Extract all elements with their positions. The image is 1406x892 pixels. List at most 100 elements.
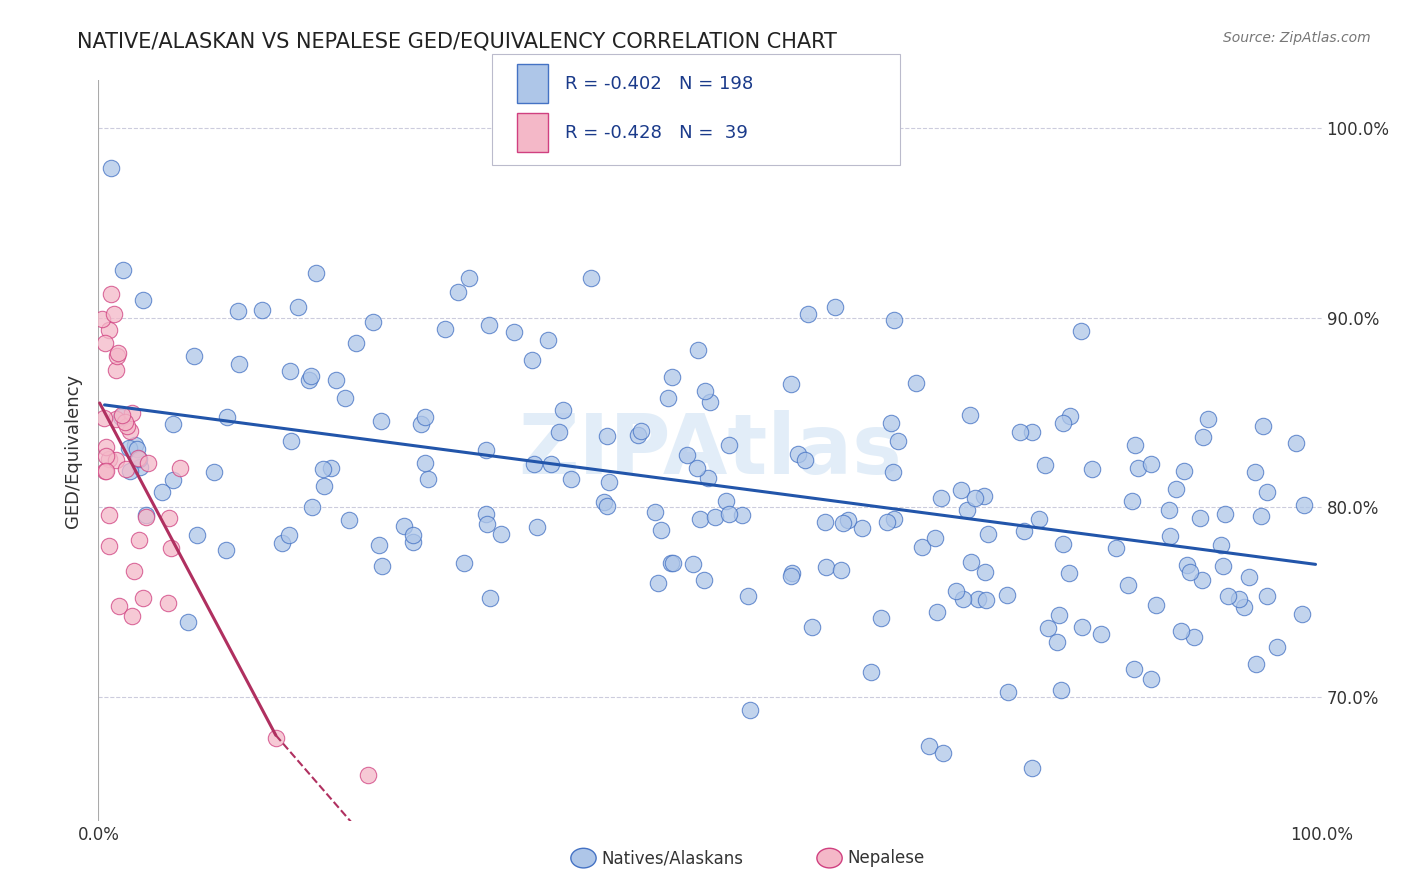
Point [1233, 600, 1256, 615]
Text: ZIPAtlas: ZIPAtlas [517, 410, 903, 491]
Point [103, 307, 125, 321]
Point [814, 559, 837, 574]
Point [107, 346, 129, 360]
Point [1070, 324, 1092, 338]
Point [367, 537, 389, 551]
Point [929, 491, 952, 505]
Point [540, 457, 562, 471]
Point [1216, 590, 1239, 604]
Point [370, 414, 392, 428]
Point [1144, 599, 1167, 613]
Point [136, 457, 159, 471]
Point [661, 369, 683, 384]
Point [718, 507, 741, 521]
Point [876, 515, 898, 529]
Point [813, 516, 835, 530]
Point [104, 453, 127, 467]
Point [1123, 438, 1146, 452]
Point [114, 416, 136, 430]
Point [215, 542, 238, 557]
Point [956, 503, 979, 517]
Point [478, 318, 501, 333]
Point [832, 516, 855, 530]
Point [278, 527, 301, 541]
Point [127, 450, 149, 465]
Point [118, 441, 141, 455]
Point [780, 569, 803, 583]
Point [371, 559, 394, 574]
Point [120, 464, 142, 478]
Point [128, 533, 150, 547]
Point [299, 369, 322, 384]
Point [730, 508, 752, 523]
Point [693, 573, 716, 587]
Point [1175, 558, 1198, 572]
Point [1090, 627, 1112, 641]
Point [1239, 570, 1261, 584]
Point [592, 495, 614, 509]
Point [1170, 624, 1192, 639]
Point [1292, 498, 1315, 512]
Text: R = -0.402   N = 198: R = -0.402 N = 198 [565, 75, 754, 93]
Point [447, 285, 470, 300]
Point [344, 335, 367, 350]
Text: Nepalese: Nepalese [848, 849, 925, 867]
Point [314, 479, 336, 493]
Point [717, 438, 740, 452]
Point [1251, 419, 1274, 434]
Point [202, 466, 225, 480]
Point [1213, 507, 1236, 521]
Point [304, 266, 326, 280]
Point [124, 438, 146, 452]
Point [1227, 592, 1250, 607]
Point [121, 406, 143, 420]
Point [478, 591, 501, 606]
Point [474, 442, 496, 457]
Point [132, 293, 155, 307]
Point [950, 483, 973, 497]
Point [703, 510, 725, 524]
Point [657, 391, 679, 405]
Point [1212, 559, 1234, 574]
Point [904, 376, 927, 391]
Point [1052, 416, 1074, 430]
Point [780, 566, 803, 580]
Text: Source: ZipAtlas.com: Source: ZipAtlas.com [1223, 31, 1371, 45]
Point [1256, 484, 1278, 499]
Point [1140, 457, 1163, 471]
Point [1057, 566, 1080, 580]
Point [824, 300, 846, 314]
Text: Natives/Alaskans: Natives/Alaskans [602, 849, 744, 867]
Point [995, 588, 1018, 602]
Point [967, 592, 990, 607]
Point [159, 511, 181, 525]
Point [1285, 436, 1308, 450]
Point [738, 703, 761, 717]
Point [111, 262, 134, 277]
Point [434, 322, 457, 336]
Point [162, 473, 184, 487]
Point [1021, 425, 1043, 440]
Point [94, 464, 117, 478]
Point [105, 350, 128, 364]
Point [124, 564, 146, 578]
Point [298, 373, 321, 387]
Point [287, 301, 309, 315]
Point [100, 286, 122, 301]
Point [394, 519, 416, 533]
Point [1121, 494, 1143, 508]
Point [169, 461, 191, 475]
Point [321, 461, 343, 475]
Point [1173, 464, 1195, 478]
Point [111, 408, 134, 422]
Point [1012, 524, 1035, 538]
Point [911, 540, 934, 554]
Point [90, 311, 112, 326]
Point [100, 161, 122, 175]
Point [160, 541, 183, 555]
Point [697, 471, 720, 485]
Point [780, 377, 803, 392]
Point [686, 343, 709, 358]
Point [547, 425, 569, 439]
Point [416, 472, 439, 486]
